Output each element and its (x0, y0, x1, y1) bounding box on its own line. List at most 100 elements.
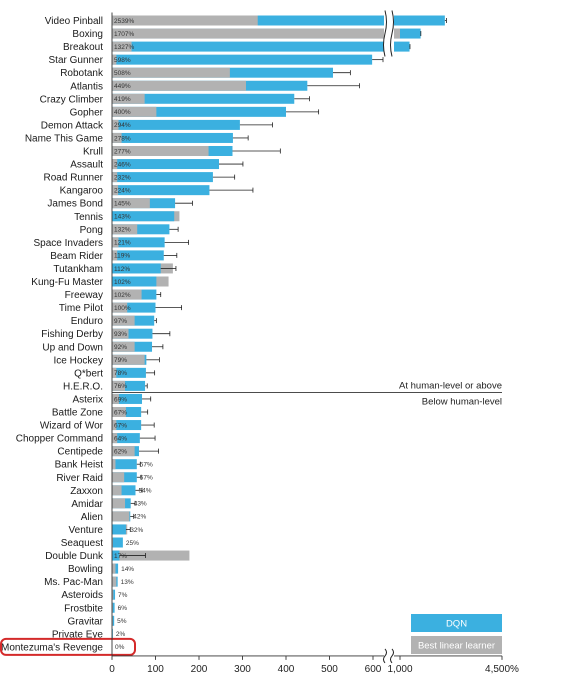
value-label-alien: 42% (133, 514, 146, 521)
error-bar-video-pinball (444, 18, 447, 23)
linear-bar-freeway (112, 289, 142, 300)
dqn-bar-q-bert (112, 367, 146, 378)
value-label-frostbite: 6% (118, 605, 128, 612)
dqn-bar-breakout (112, 41, 410, 52)
value-label-breakout: 1327% (114, 44, 134, 51)
category-label-james-bond: James Bond (47, 199, 103, 210)
error-bar-enduro (154, 318, 157, 324)
category-label-montezuma-s-revenge: Montezuma's Revenge (1, 642, 103, 653)
linear-bar-beam-rider (112, 250, 118, 261)
category-label-assault: Assault (70, 160, 103, 171)
category-label-tennis: Tennis (74, 212, 103, 223)
value-label-krull: 277% (114, 148, 131, 155)
dqn-bar-zaxxon (112, 485, 136, 496)
linear-bar-battle-zone (112, 407, 126, 417)
x-tick-label-1: 100 (147, 664, 164, 675)
linear-bar-name-this-game (112, 132, 122, 143)
category-label-boxing: Boxing (72, 29, 103, 40)
value-label-fishing-derby: 93% (114, 331, 127, 338)
x-tick-label-5: 500 (321, 664, 338, 675)
error-bar-battle-zone (141, 409, 149, 415)
value-label-bowling: 14% (121, 566, 134, 573)
error-bar-crazy-climber (294, 96, 310, 102)
legend-linear-swatch (411, 636, 502, 654)
category-label-road-runner: Road Runner (44, 173, 104, 184)
error-bar-james-bond (175, 200, 193, 206)
dqn-bar-time-pilot (112, 302, 156, 313)
error-bar-asterix (142, 396, 152, 402)
value-label-demon-attack: 294% (114, 122, 131, 129)
dqn-bar-kung-fu-master (112, 276, 157, 287)
error-bar-space-invaders (164, 239, 189, 245)
error-bar-road-runner (212, 174, 236, 180)
value-label-double-dunk: 17% (114, 553, 127, 560)
error-bar-pong (169, 226, 179, 232)
dqn-bar-beam-rider (112, 250, 164, 261)
category-label-bank-heist: Bank Heist (55, 460, 104, 471)
error-bar-double-dunk (119, 553, 146, 559)
value-label-h-e-r-o: 76% (114, 383, 127, 390)
linear-bar-video-pinball (112, 15, 258, 26)
error-bar-gopher (286, 109, 320, 115)
category-label-time-pilot: Time Pilot (59, 303, 103, 314)
value-label-chopper-command: 64% (114, 435, 127, 442)
region-label-below: Below human-level (422, 396, 502, 407)
error-bar-tutankham (160, 265, 177, 271)
x-tick-label-3: 300 (234, 664, 251, 675)
chart-legend: DQN Best linear learner (411, 614, 502, 654)
value-label-assault: 246% (114, 161, 131, 168)
value-label-up-and-down: 92% (114, 344, 127, 351)
x-axis: At human-level or above Below human-level… (109, 10, 519, 675)
region-label-above: At human-level or above (399, 380, 502, 391)
value-label-kung-fu-master: 102% (114, 279, 131, 286)
value-label-ice-hockey: 79% (114, 357, 127, 364)
category-label-ms-pac-man: Ms. Pac-Man (44, 577, 103, 588)
value-label-q-bert: 78% (114, 370, 127, 377)
x-tick-label-7: 1,000 (387, 664, 412, 675)
error-bar-zaxxon (135, 487, 143, 493)
dqn-bar-double-dunk (112, 550, 120, 561)
error-bar-star-gunner (372, 57, 384, 63)
error-bar-wizard-of-wor (141, 422, 155, 428)
error-bar-time-pilot (155, 305, 183, 311)
category-label-beam-rider: Beam Rider (50, 251, 103, 262)
category-label-asteroids: Asteroids (61, 590, 103, 601)
value-label-battle-zone: 67% (114, 409, 127, 416)
error-bar-chopper-command (139, 435, 156, 441)
category-label-gravitar: Gravitar (67, 616, 103, 627)
category-label-river-raid: River Raid (56, 473, 103, 484)
error-bar-krull (232, 148, 281, 154)
error-bar-beam-rider (163, 252, 178, 258)
value-label-tutankham: 112% (114, 266, 130, 273)
error-bar-demon-attack (239, 122, 273, 128)
error-bar-fishing-derby (152, 331, 171, 337)
linear-bar-river-raid (112, 472, 125, 483)
error-bar-alien (130, 513, 135, 519)
linear-bar-star-gunner (112, 54, 117, 65)
dqn-bar-tutankham (112, 263, 161, 274)
category-label-venture: Venture (69, 525, 104, 536)
category-label-wizard-of-wor: Wizard of Wor (40, 421, 104, 432)
dqn-bar-river-raid (112, 472, 137, 483)
category-label-gopher: Gopher (70, 107, 104, 118)
value-label-road-runner: 232% (114, 174, 131, 181)
dqn-bar-demon-attack (112, 119, 240, 130)
error-bar-h-e-r-o (145, 383, 148, 389)
dqn-bar-wizard-of-wor (112, 420, 142, 431)
linear-bar-gopher (112, 106, 157, 117)
category-label-chopper-command: Chopper Command (16, 434, 103, 445)
value-label-ms-pac-man: 13% (121, 579, 134, 586)
dqn-bar-bank-heist (112, 459, 137, 470)
legend-dqn: DQN (411, 614, 502, 632)
value-label-montezuma-s-revenge: 0% (115, 644, 125, 651)
linear-bar-ice-hockey (112, 354, 145, 365)
category-label-private-eye: Private Eye (52, 629, 104, 640)
linear-bar-ms-pac-man (112, 576, 117, 587)
linear-bar-breakout (112, 41, 132, 52)
linear-bar-time-pilot (112, 302, 128, 313)
category-label-alien: Alien (81, 512, 103, 523)
value-label-video-pinball: 2539% (114, 18, 134, 25)
category-label-bowling: Bowling (68, 564, 103, 575)
value-label-freeway: 102% (114, 292, 131, 299)
